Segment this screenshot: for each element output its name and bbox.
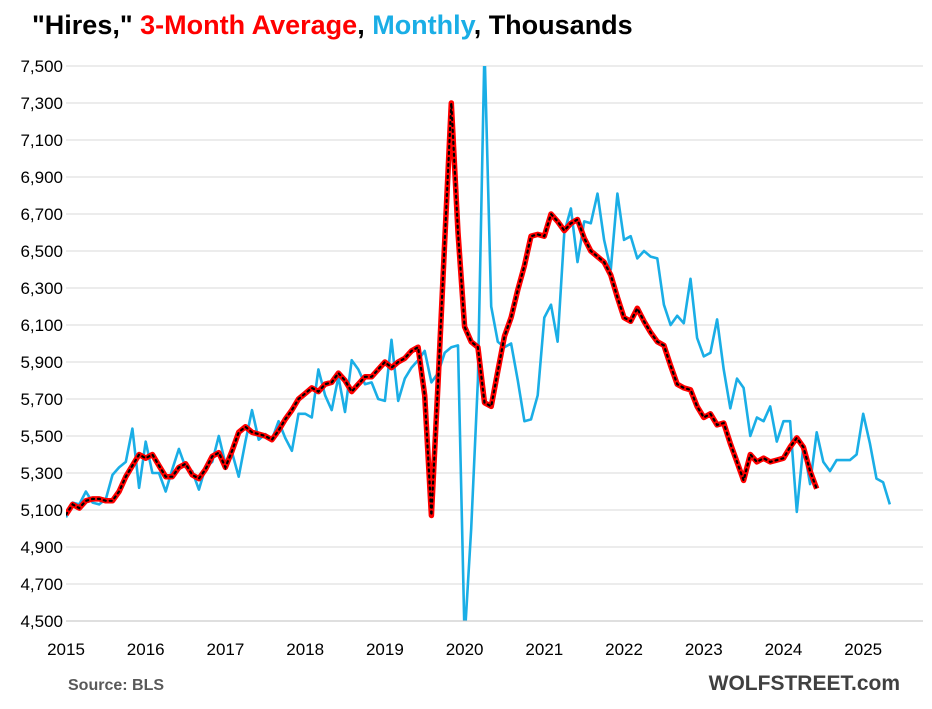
series-monthly-line <box>66 66 892 621</box>
title-part-hires: "Hires," <box>32 10 141 40</box>
y-tick-label: 4,500 <box>20 612 63 631</box>
y-tick-label: 5,900 <box>20 353 63 372</box>
y-tick-label: 5,100 <box>20 501 63 520</box>
y-tick-label: 7,500 <box>20 57 63 76</box>
title-part-comma: , <box>357 10 373 40</box>
brand-watermark: WOLFSTREET.com <box>708 672 900 695</box>
x-tick-label: 2022 <box>605 640 643 659</box>
y-tick-label: 6,100 <box>20 316 63 335</box>
x-tick-label: 2020 <box>446 640 484 659</box>
x-tick-label: 2015 <box>47 640 85 659</box>
x-tick-label: 2025 <box>844 640 882 659</box>
y-tick-label: 4,900 <box>20 538 63 557</box>
x-tick-label: 2019 <box>366 640 404 659</box>
title-part-3month-average: 3-Month Average <box>140 10 358 40</box>
y-tick-label: 4,700 <box>20 575 63 594</box>
y-tick-label: 7,100 <box>20 131 63 150</box>
series-lines <box>66 66 892 621</box>
x-tick-label: 2021 <box>525 640 563 659</box>
x-tick-label: 2017 <box>207 640 245 659</box>
x-tick-label: 2024 <box>765 640 803 659</box>
y-axis-tick-labels: 4,500 4,700 4,900 5,100 5,300 5,500 5,700 5,900… <box>20 57 63 631</box>
x-tick-label: 2018 <box>286 640 324 659</box>
series-3-month-average-dots <box>66 102 818 516</box>
y-tick-label: 5,500 <box>20 427 63 446</box>
x-axis-tick-labels: 2015 2016 2017 2018 2019 2020 2021 2022 2023 2024… <box>47 640 882 659</box>
y-tick-label: 7,300 <box>20 94 63 113</box>
x-tick-label: 2016 <box>127 640 165 659</box>
y-tick-label: 5,700 <box>20 390 63 409</box>
title-part-thousands: , Thousands <box>473 10 633 40</box>
source-note: Source: BLS <box>68 677 165 694</box>
y-tick-label: 6,500 <box>20 242 63 261</box>
y-tick-label: 6,900 <box>20 168 63 187</box>
y-tick-label: 5,300 <box>20 464 63 483</box>
chart-title: "Hires," 3-Month Average, Monthly, Thous… <box>32 10 633 41</box>
gridlines <box>66 65 923 622</box>
title-part-monthly: Monthly <box>372 10 474 40</box>
y-tick-label: 6,700 <box>20 205 63 224</box>
x-tick-label: 2023 <box>685 640 723 659</box>
y-tick-label: 6,300 <box>20 279 63 298</box>
